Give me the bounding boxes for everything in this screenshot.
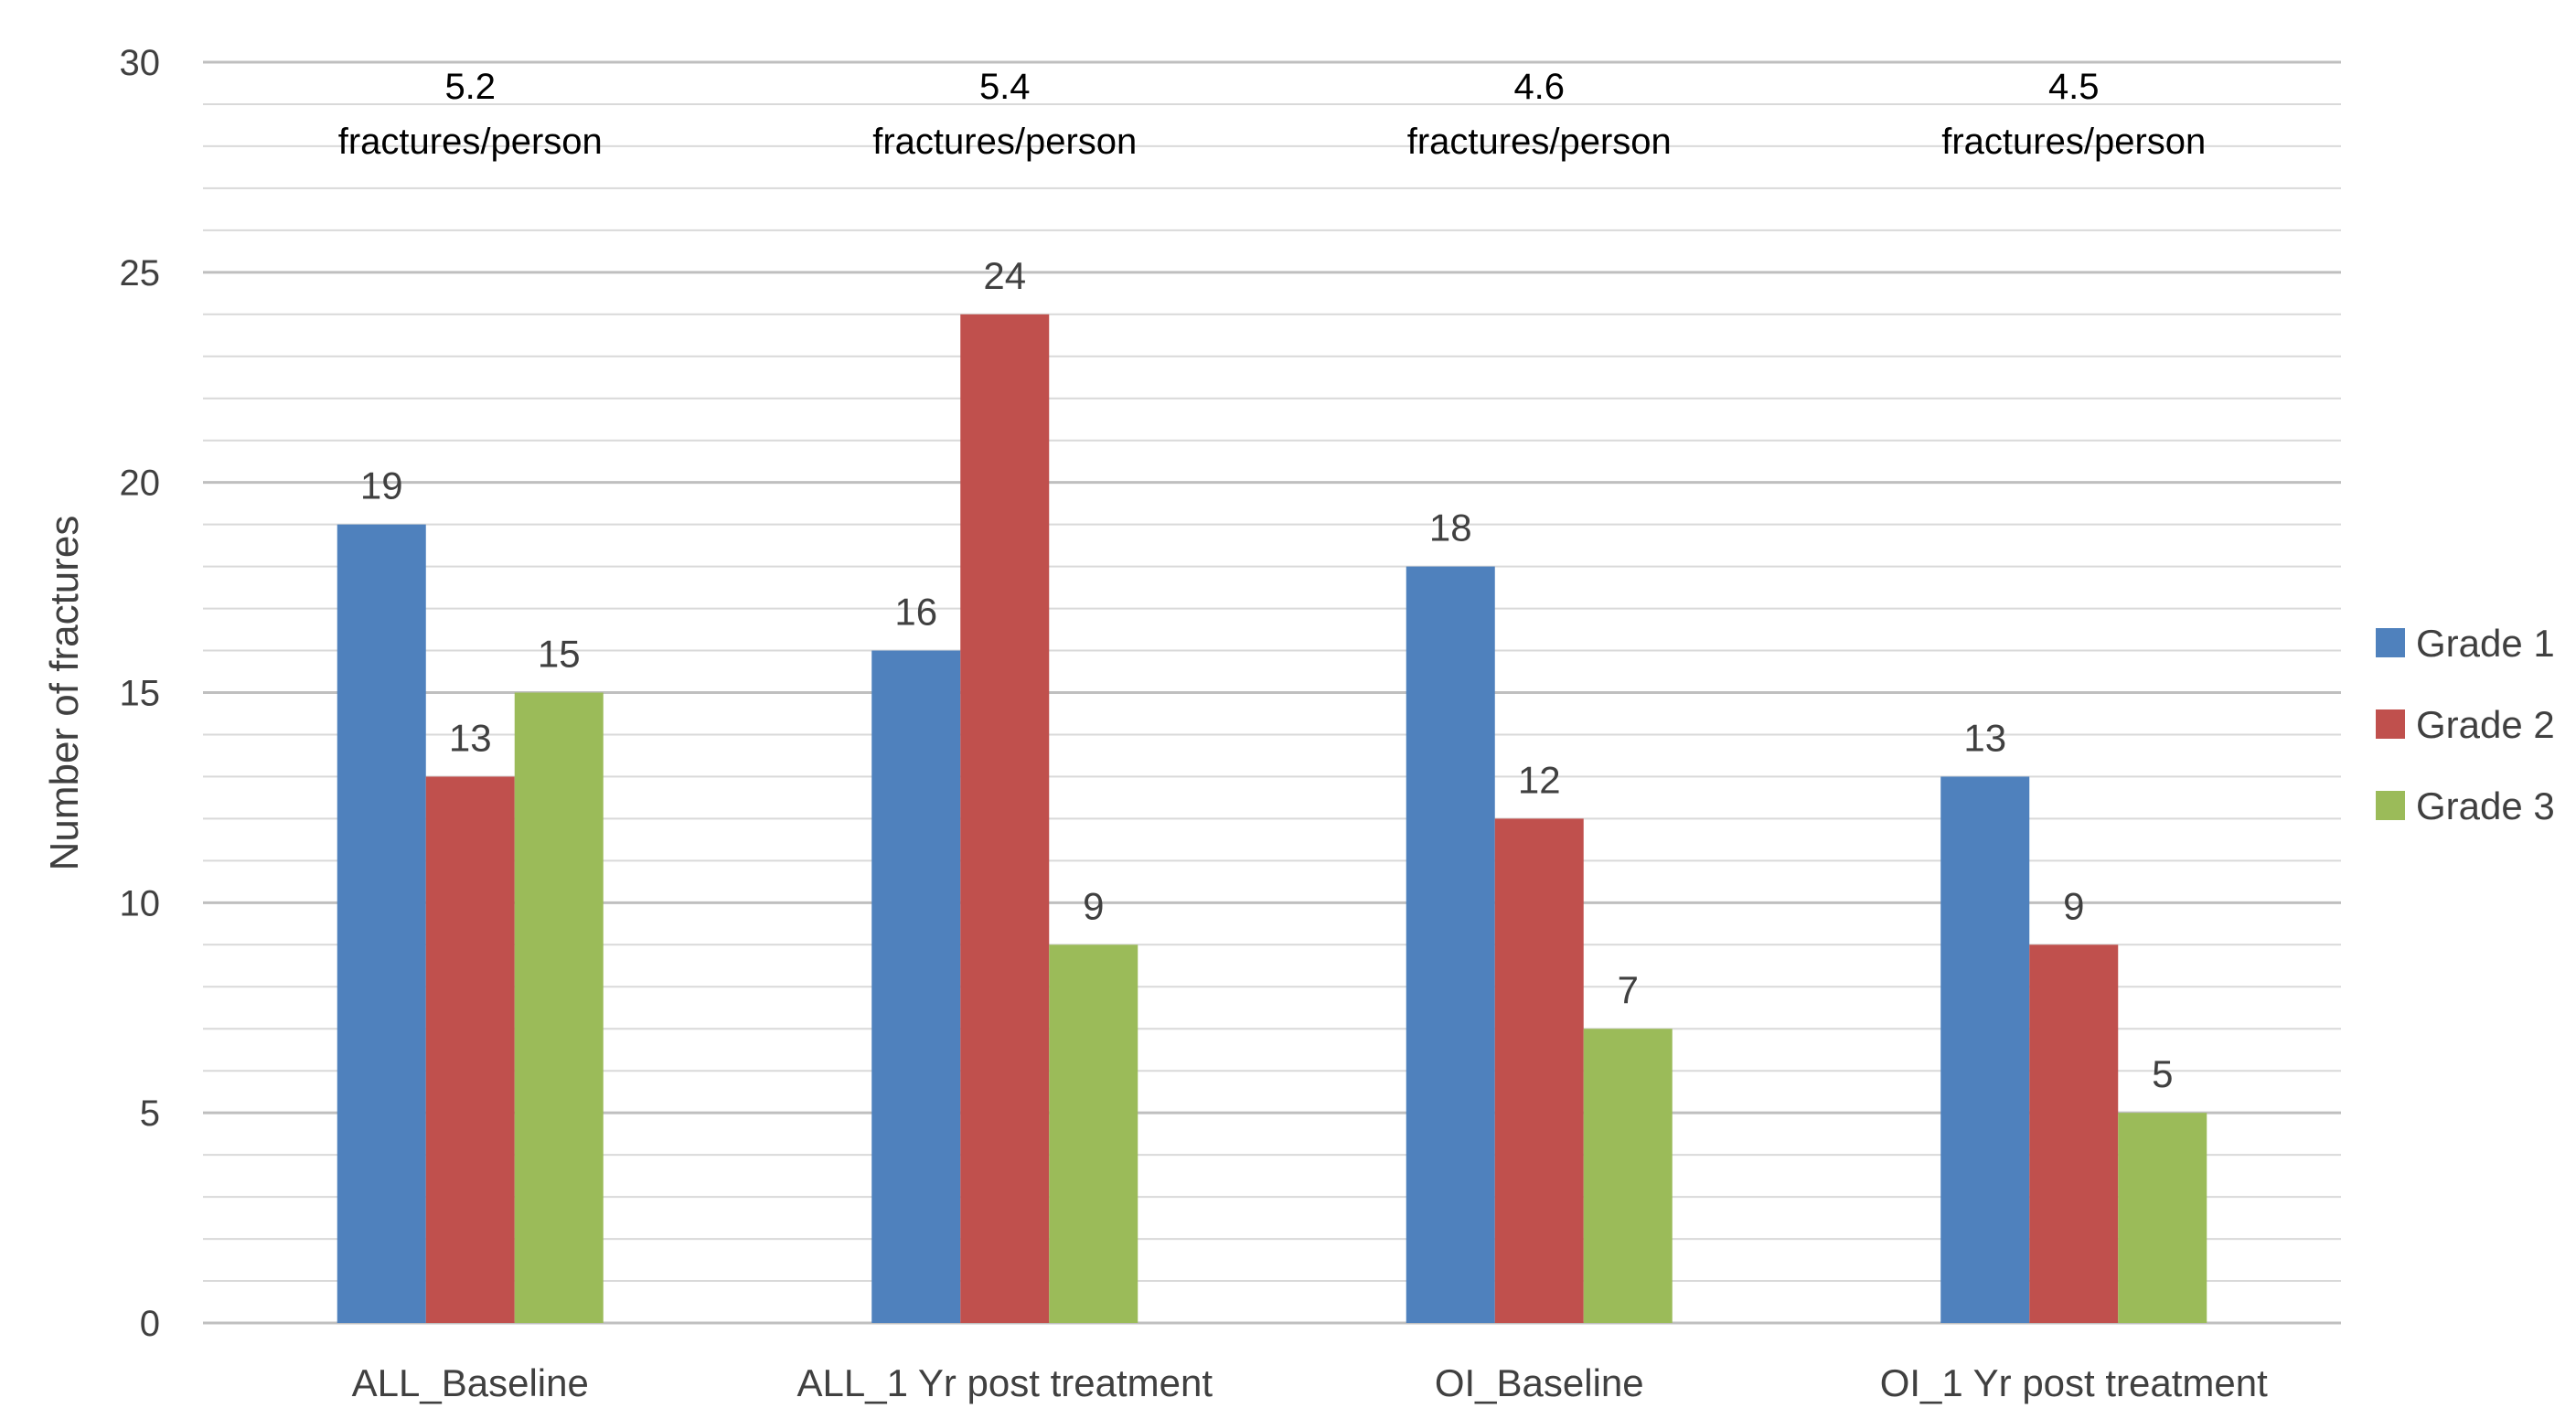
data-labels: 19 13 15 16 24 9 18 12 7 13 9 5 — [360, 254, 2174, 1095]
annotation-value: 5.2 — [444, 67, 496, 107]
bar-grade-2 — [1494, 818, 1584, 1323]
y-tick-label: 0 — [140, 1304, 160, 1344]
annotation-unit: fractures/person — [872, 122, 1137, 162]
bar-grade-2 — [2029, 944, 2119, 1323]
legend-label: Grade 1 — [2416, 622, 2555, 665]
y-tick-label: 15 — [120, 674, 161, 714]
x-category-label: OI_1 Yr post treatment — [1880, 1361, 2268, 1404]
annotation-value: 5.4 — [979, 67, 1031, 107]
x-axis-categories: ALL_Baseline ALL_1 Yr post treatment OI_Ba… — [352, 1361, 2268, 1404]
data-label: 16 — [894, 591, 937, 634]
x-category-label: OI_Baseline — [1435, 1361, 1644, 1404]
legend-swatch — [2376, 791, 2405, 820]
y-axis-title: Number of fractures — [42, 516, 87, 871]
data-label: 13 — [449, 716, 492, 759]
y-tick-label: 5 — [140, 1093, 160, 1134]
x-category-label: ALL_Baseline — [352, 1361, 589, 1404]
data-label: 7 — [1618, 968, 1639, 1011]
bar-grade-1 — [1940, 776, 2030, 1323]
annotation-unit: fractures/person — [338, 122, 603, 162]
y-tick-label: 30 — [120, 43, 161, 83]
data-label: 15 — [538, 633, 581, 676]
legend-label: Grade 2 — [2416, 703, 2555, 746]
legend-swatch — [2376, 709, 2405, 739]
bar-grade-3 — [514, 692, 604, 1323]
data-label: 12 — [1518, 758, 1561, 801]
bar-grade-3 — [1049, 944, 1138, 1323]
bar-grade-3 — [1583, 1029, 1673, 1323]
x-category-label: ALL_1 Yr post treatment — [797, 1361, 1213, 1404]
data-label: 19 — [360, 464, 403, 507]
legend: Grade 1 Grade 2 Grade 3 — [2376, 622, 2555, 827]
y-axis-ticks: 0 5 10 15 20 25 30 — [120, 43, 161, 1344]
annotation-value: 4.6 — [1513, 67, 1565, 107]
data-label: 18 — [1429, 507, 1472, 549]
data-label: 24 — [983, 254, 1026, 297]
bar-grade-1 — [337, 524, 426, 1323]
legend-swatch — [2376, 628, 2405, 657]
data-label: 9 — [2063, 884, 2084, 927]
annotation-unit: fractures/person — [1941, 122, 2206, 162]
data-label: 9 — [1083, 884, 1104, 927]
bar-grade-3 — [2118, 1113, 2207, 1323]
bar-grade-1 — [871, 650, 961, 1323]
data-label: 13 — [1963, 716, 2006, 759]
bar-grade-2 — [960, 314, 1050, 1323]
annotations: 5.2 fractures/person 5.4 fractures/person 4.… — [338, 67, 2207, 162]
bars — [337, 314, 2207, 1323]
y-tick-label: 10 — [120, 883, 161, 923]
bar-grade-2 — [425, 776, 515, 1323]
bar-grade-1 — [1406, 566, 1495, 1323]
legend-label: Grade 3 — [2416, 784, 2555, 827]
annotation-value: 4.5 — [2048, 67, 2100, 107]
y-tick-label: 20 — [120, 464, 161, 504]
y-tick-label: 25 — [120, 253, 161, 293]
annotation-unit: fractures/person — [1407, 122, 1672, 162]
data-label: 5 — [2152, 1052, 2173, 1095]
